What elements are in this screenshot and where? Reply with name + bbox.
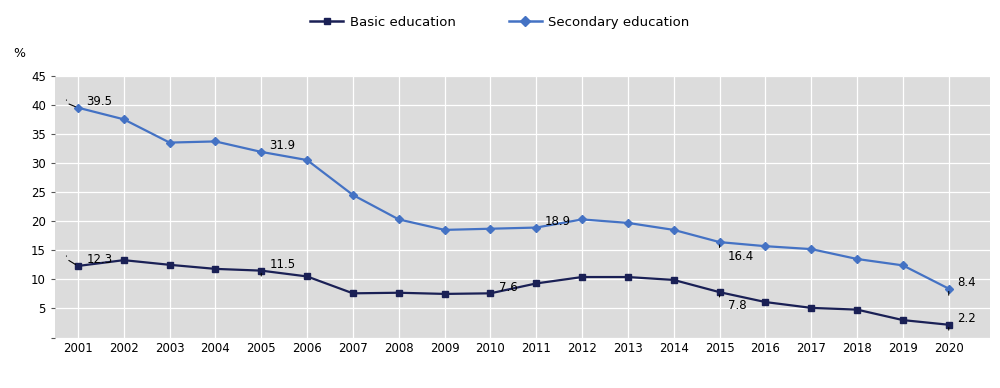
Text: 39.5: 39.5 [86,95,112,108]
Text: 8.4: 8.4 [957,276,976,289]
Text: %: % [13,47,25,60]
Text: 7.6: 7.6 [499,281,517,294]
Text: 31.9: 31.9 [270,139,296,152]
Text: 7.8: 7.8 [728,299,747,312]
Text: 2.2: 2.2 [957,312,976,325]
Text: 18.9: 18.9 [545,215,571,228]
Legend: Basic education, Secondary education: Basic education, Secondary education [305,10,695,34]
Text: 16.4: 16.4 [728,250,754,263]
Text: 12.3: 12.3 [86,253,112,266]
Text: 11.5: 11.5 [270,258,296,271]
